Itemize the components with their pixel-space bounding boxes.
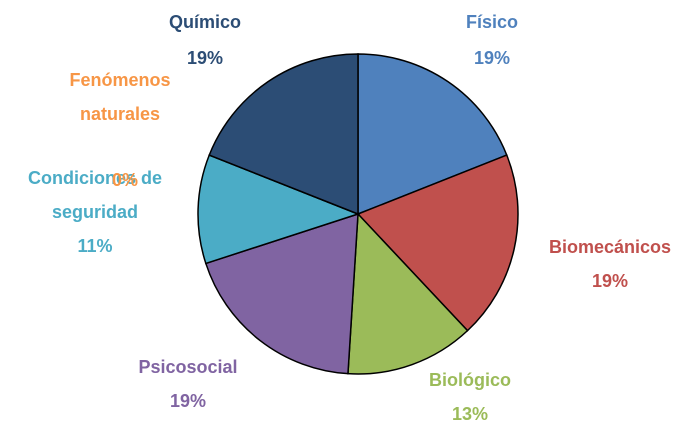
pie-slice [356,154,519,332]
slice-percent: 0% [111,170,139,190]
slice-label: Condiciones de seguridad [27,168,162,222]
chart: Físico 19% Biomecánicos 19% Biológico 13% Psic… [27,12,672,424]
slice-percent: 19% [186,48,224,68]
slice-percent: 19% [473,48,511,68]
slice-label: Biológico [429,370,511,390]
pie-canvas [197,53,519,375]
slice-label: Psicosocial [138,357,238,377]
pie-slice [357,53,508,216]
slice-percent: 13% [451,404,489,424]
pie-slice [204,212,359,375]
slice-percent: 19% [169,391,207,411]
pie-slice [347,212,469,375]
slice-percent: 11% [77,236,113,256]
slice-label: Físico [465,12,518,32]
slice-percent: 19% [591,271,629,291]
slice-label: Químico [168,12,241,32]
pie-slice [197,154,361,265]
slice-label: Biomecánicos [548,237,672,257]
pie-slice [208,53,359,216]
slice-label: Fenómenos naturales [69,70,171,124]
